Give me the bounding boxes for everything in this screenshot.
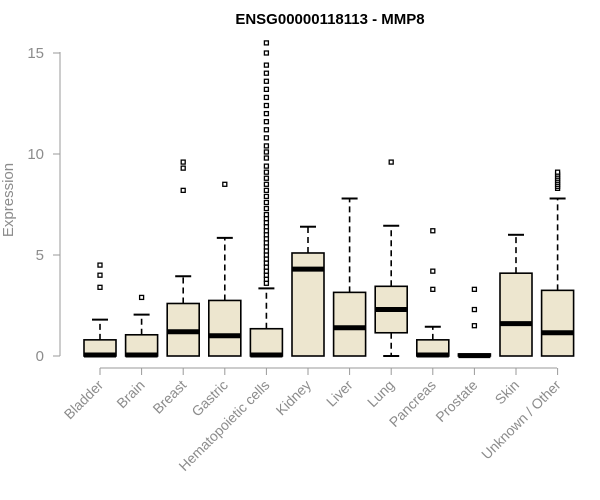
box-lung xyxy=(374,159,409,357)
box-pancreas xyxy=(415,228,450,358)
outlier-point xyxy=(263,155,270,161)
outlier-point xyxy=(97,262,103,268)
box-iqr xyxy=(332,291,367,357)
box-iqr xyxy=(540,289,575,357)
outlier-point xyxy=(263,40,270,46)
box-iqr xyxy=(208,299,242,357)
y-tick-label: 15 xyxy=(27,45,44,62)
outlier-point xyxy=(388,159,394,165)
box-series xyxy=(83,40,575,359)
chart-title: ENSG00000118113 - MMP8 xyxy=(235,11,424,28)
outlier-point xyxy=(263,199,270,206)
outlier-point xyxy=(180,165,186,171)
outlier-point xyxy=(263,149,270,155)
box-brain xyxy=(124,294,159,358)
outlier-point xyxy=(263,169,270,175)
outlier-point xyxy=(263,110,270,117)
outlier-point xyxy=(263,193,270,200)
box-iqr xyxy=(249,327,284,357)
x-tick-label: Skin xyxy=(492,377,523,408)
box-prostate xyxy=(457,286,492,359)
outlier-point xyxy=(263,211,270,218)
y-tick-label: 5 xyxy=(36,247,44,264)
outlier-point xyxy=(471,323,478,329)
outlier-point xyxy=(471,286,478,292)
box-kidney xyxy=(291,225,325,357)
x-tick-label: Brain xyxy=(113,377,147,411)
outlier-point xyxy=(263,86,270,93)
x-tick-label: Unknown / Other xyxy=(478,377,564,463)
box-liver xyxy=(332,197,367,357)
outlier-point xyxy=(263,94,270,101)
outlier-point xyxy=(180,187,186,194)
outlier-point xyxy=(263,143,270,149)
outlier-point xyxy=(263,205,270,212)
outlier-point xyxy=(263,163,270,169)
box-hematopoietic-cells xyxy=(249,40,284,358)
outlier-point xyxy=(263,127,270,133)
outlier-point xyxy=(263,78,270,84)
y-tick-label: 0 xyxy=(36,348,44,365)
outlier-point xyxy=(263,187,270,194)
x-tick-label: Lung xyxy=(364,377,397,410)
outlier-point xyxy=(263,175,270,181)
outlier-point xyxy=(430,286,436,292)
outlier-point xyxy=(138,294,145,301)
x-tick-label: Kidney xyxy=(273,377,315,419)
outlier-point xyxy=(263,70,270,76)
box-iqr xyxy=(499,272,533,357)
outlier-point xyxy=(263,181,270,187)
box-gastric xyxy=(208,181,242,357)
outlier-point xyxy=(430,268,436,274)
box-unknown-other xyxy=(540,169,575,357)
box-breast xyxy=(166,159,200,357)
x-tick-label: Breast xyxy=(149,377,189,417)
outlier-point xyxy=(263,62,270,68)
outlier-point xyxy=(263,102,270,109)
outlier-point xyxy=(430,228,436,234)
outlier-point xyxy=(554,169,561,175)
outlier-point xyxy=(263,50,270,56)
outlier-point xyxy=(263,135,270,141)
outlier-point xyxy=(97,272,103,278)
x-tick-label: Liver xyxy=(323,377,356,410)
box-skin xyxy=(499,233,533,357)
x-tick-label: Bladder xyxy=(61,377,107,423)
x-tick-label: Prostate xyxy=(432,377,480,425)
y-axis-label: Expression xyxy=(0,163,17,237)
y-axis-ticks: 0 5 10 15 xyxy=(27,45,60,365)
outlier-point xyxy=(263,119,270,125)
outlier-point xyxy=(471,306,478,313)
outlier-point xyxy=(97,284,103,290)
y-tick-label: 10 xyxy=(27,146,44,163)
outlier-point xyxy=(222,181,228,187)
outlier-point xyxy=(180,159,186,165)
box-bladder xyxy=(83,262,117,358)
